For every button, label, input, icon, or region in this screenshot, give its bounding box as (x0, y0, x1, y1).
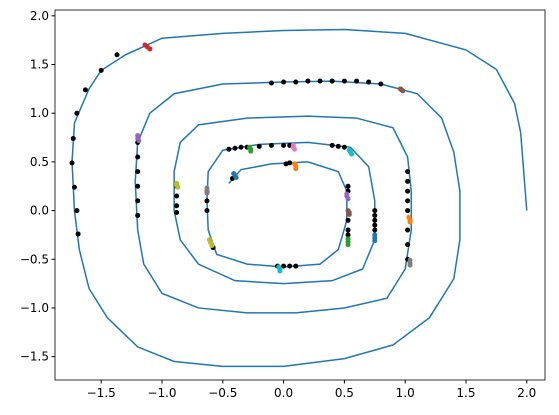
point (372, 208, 378, 214)
point (238, 144, 244, 150)
y-tick-label: 2.0 (30, 9, 49, 23)
point (74, 208, 80, 214)
point (281, 142, 287, 148)
point (292, 146, 298, 152)
point (209, 243, 215, 249)
point (372, 212, 378, 218)
point (405, 208, 411, 214)
y-tick-label: −1.0 (20, 301, 49, 315)
point (346, 211, 352, 217)
point (349, 151, 355, 157)
point (277, 268, 283, 274)
x-tick-label: −1.0 (147, 386, 176, 400)
point (69, 160, 75, 166)
y-tick-label: −1.5 (20, 350, 49, 364)
point (233, 174, 239, 180)
point (305, 78, 311, 84)
point (232, 145, 238, 151)
point (293, 166, 299, 172)
point (287, 160, 293, 166)
point (293, 79, 299, 85)
x-tick-label: 1.5 (456, 386, 475, 400)
point (135, 198, 141, 204)
point (147, 46, 153, 52)
point (204, 190, 210, 196)
x-tick-label: 2.0 (517, 386, 536, 400)
point (407, 262, 413, 268)
point (345, 232, 351, 238)
point (366, 79, 372, 85)
point (317, 78, 323, 84)
point (405, 188, 411, 194)
point (372, 238, 378, 244)
y-tick-label: 1.5 (30, 58, 49, 72)
point (329, 142, 335, 148)
point (256, 143, 262, 149)
point (174, 203, 180, 209)
point (405, 169, 411, 175)
point (378, 81, 384, 87)
point (341, 78, 347, 84)
point (281, 79, 287, 85)
point (405, 178, 411, 184)
point (226, 146, 232, 152)
point (372, 222, 378, 228)
point (98, 67, 104, 73)
point (74, 110, 80, 116)
point (248, 148, 254, 154)
point (345, 183, 351, 189)
point (268, 142, 274, 148)
point (281, 263, 287, 269)
x-tick-label: −0.5 (208, 386, 237, 400)
point (400, 88, 406, 94)
point (75, 231, 81, 237)
point (345, 227, 351, 233)
point (405, 198, 411, 204)
point (345, 196, 351, 202)
point (372, 217, 378, 223)
point (293, 263, 299, 269)
x-tick-label: 1.0 (396, 386, 415, 400)
point (268, 80, 274, 86)
point (175, 184, 181, 190)
point (135, 169, 141, 175)
point (372, 227, 378, 233)
y-tick-label: 1.0 (30, 106, 49, 120)
point (135, 154, 141, 160)
x-tick-label: 0.0 (274, 386, 293, 400)
point (405, 227, 411, 233)
spiral-line (71, 28, 528, 368)
point (71, 184, 77, 190)
point (70, 136, 76, 142)
point (345, 242, 351, 248)
point (135, 212, 141, 218)
point (136, 137, 142, 143)
point (405, 242, 411, 248)
point (174, 193, 180, 199)
y-tick-label: 0.0 (30, 204, 49, 218)
point (204, 198, 210, 204)
point (407, 219, 413, 225)
point (82, 87, 88, 93)
point (335, 143, 341, 149)
point (204, 208, 210, 214)
point (354, 78, 360, 84)
x-tick-label: 0.5 (335, 386, 354, 400)
x-tick-label: −1.5 (87, 386, 116, 400)
point (174, 210, 180, 216)
point (345, 217, 351, 223)
point (329, 78, 335, 84)
point (135, 183, 141, 189)
y-tick-label: −0.5 (20, 252, 49, 266)
point (287, 263, 293, 269)
axes-frame (54, 9, 546, 381)
point (114, 52, 120, 58)
y-tick-label: 0.5 (30, 155, 49, 169)
point (341, 144, 347, 150)
